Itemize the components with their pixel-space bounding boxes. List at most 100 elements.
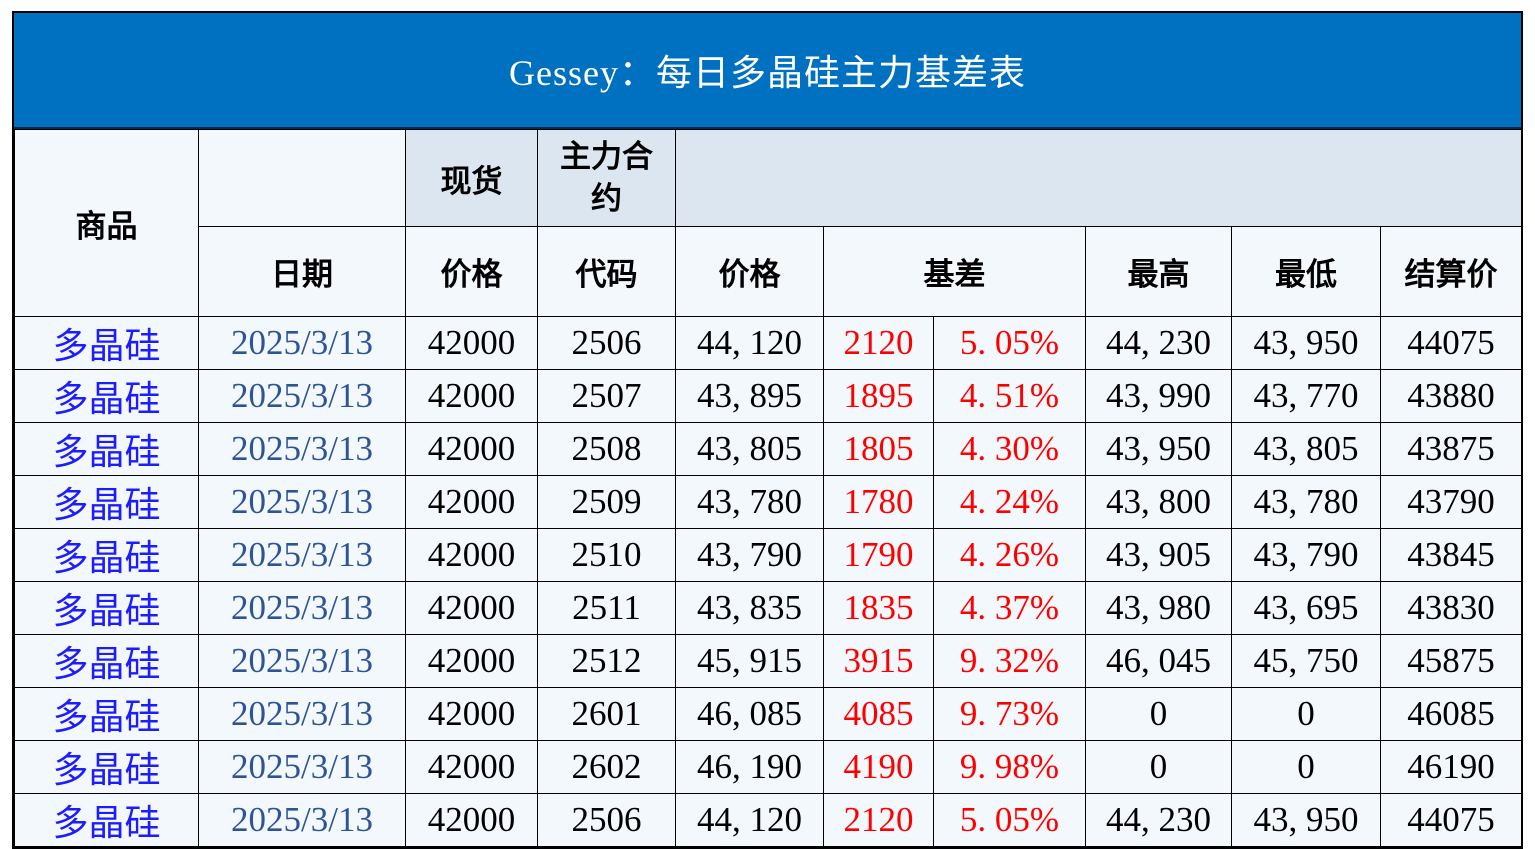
cell-spot-price: 42000 bbox=[405, 687, 538, 741]
cell-basis: 2120 bbox=[823, 793, 934, 847]
table-row: 多晶硅 2025/3/13 42000 2506 44, 120 2120 5.… bbox=[14, 316, 1523, 370]
cell-price: 43, 835 bbox=[675, 581, 824, 635]
cell-low: 43, 695 bbox=[1231, 581, 1381, 635]
cell-settlement: 43790 bbox=[1379, 475, 1523, 529]
cell-date: 2025/3/13 bbox=[198, 369, 406, 423]
cell-basis: 1835 bbox=[823, 581, 934, 635]
cell-commodity: 多晶硅 bbox=[14, 475, 199, 529]
table-row: 多晶硅 2025/3/13 42000 2507 43, 895 1895 4.… bbox=[14, 369, 1523, 423]
cell-code: 2512 bbox=[537, 634, 676, 688]
cell-spot-price: 42000 bbox=[405, 793, 538, 847]
cell-high: 43, 950 bbox=[1085, 422, 1232, 476]
cell-price: 44, 120 bbox=[675, 793, 824, 847]
cell-high: 43, 990 bbox=[1085, 369, 1232, 423]
cell-price: 43, 790 bbox=[675, 528, 824, 582]
cell-commodity: 多晶硅 bbox=[14, 369, 199, 423]
cell-low: 45, 750 bbox=[1231, 634, 1381, 688]
cell-settlement: 44075 bbox=[1379, 793, 1523, 847]
header-empty-cell bbox=[198, 129, 406, 227]
cell-settlement: 43830 bbox=[1379, 581, 1523, 635]
cell-code: 2506 bbox=[537, 316, 676, 370]
header-price: 价格 bbox=[675, 226, 824, 317]
cell-basis-pct: 9. 98% bbox=[933, 740, 1086, 794]
header-settlement: 结算价 bbox=[1379, 226, 1523, 317]
cell-basis: 1895 bbox=[823, 369, 934, 423]
cell-spot-price: 42000 bbox=[405, 369, 538, 423]
header-main-contract-group: 主力合约 bbox=[537, 129, 676, 227]
cell-code: 2511 bbox=[537, 581, 676, 635]
cell-price: 44, 120 bbox=[675, 316, 824, 370]
cell-commodity: 多晶硅 bbox=[14, 740, 199, 794]
cell-code: 2509 bbox=[537, 475, 676, 529]
cell-date: 2025/3/13 bbox=[198, 793, 406, 847]
table-row: 多晶硅 2025/3/13 42000 2510 43, 790 1790 4.… bbox=[14, 528, 1523, 582]
cell-price: 43, 805 bbox=[675, 422, 824, 476]
cell-high: 44, 230 bbox=[1085, 316, 1232, 370]
table-row: 多晶硅 2025/3/13 42000 2512 45, 915 3915 9.… bbox=[14, 634, 1523, 688]
cell-settlement: 45875 bbox=[1379, 634, 1523, 688]
cell-code: 2510 bbox=[537, 528, 676, 582]
cell-high: 0 bbox=[1085, 687, 1232, 741]
cell-basis: 3915 bbox=[823, 634, 934, 688]
cell-basis: 4085 bbox=[823, 687, 934, 741]
cell-spot-price: 42000 bbox=[405, 740, 538, 794]
cell-basis: 1790 bbox=[823, 528, 934, 582]
cell-low: 43, 805 bbox=[1231, 422, 1381, 476]
header-low: 最低 bbox=[1231, 226, 1381, 317]
cell-date: 2025/3/13 bbox=[198, 634, 406, 688]
header-commodity: 商品 bbox=[14, 129, 199, 317]
cell-spot-price: 42000 bbox=[405, 581, 538, 635]
cell-code: 2602 bbox=[537, 740, 676, 794]
cell-basis: 2120 bbox=[823, 316, 934, 370]
cell-low: 43, 950 bbox=[1231, 316, 1381, 370]
header-high: 最高 bbox=[1085, 226, 1232, 317]
cell-basis-pct: 9. 73% bbox=[933, 687, 1086, 741]
cell-commodity: 多晶硅 bbox=[14, 528, 199, 582]
cell-spot-price: 42000 bbox=[405, 422, 538, 476]
cell-settlement: 43880 bbox=[1379, 369, 1523, 423]
cell-high: 43, 980 bbox=[1085, 581, 1232, 635]
cell-price: 46, 085 bbox=[675, 687, 824, 741]
cell-code: 2507 bbox=[537, 369, 676, 423]
cell-settlement: 43845 bbox=[1379, 528, 1523, 582]
cell-basis-pct: 9. 32% bbox=[933, 634, 1086, 688]
cell-low: 43, 780 bbox=[1231, 475, 1381, 529]
cell-spot-price: 42000 bbox=[405, 528, 538, 582]
cell-date: 2025/3/13 bbox=[198, 581, 406, 635]
cell-spot-price: 42000 bbox=[405, 475, 538, 529]
cell-commodity: 多晶硅 bbox=[14, 793, 199, 847]
cell-basis: 1805 bbox=[823, 422, 934, 476]
cell-price: 45, 915 bbox=[675, 634, 824, 688]
header-spot-price: 价格 bbox=[405, 226, 538, 317]
cell-price: 46, 190 bbox=[675, 740, 824, 794]
cell-commodity: 多晶硅 bbox=[14, 581, 199, 635]
cell-settlement: 44075 bbox=[1379, 316, 1523, 370]
cell-date: 2025/3/13 bbox=[198, 475, 406, 529]
cell-code: 2506 bbox=[537, 793, 676, 847]
cell-basis: 1780 bbox=[823, 475, 934, 529]
page-title: Gessey：每日多晶硅主力基差表 bbox=[509, 53, 1026, 93]
cell-basis-pct: 5. 05% bbox=[933, 316, 1086, 370]
cell-high: 0 bbox=[1085, 740, 1232, 794]
cell-basis-pct: 4. 37% bbox=[933, 581, 1086, 635]
table-row: 多晶硅 2025/3/13 42000 2511 43, 835 1835 4.… bbox=[14, 581, 1523, 635]
cell-high: 43, 800 bbox=[1085, 475, 1232, 529]
cell-price: 43, 780 bbox=[675, 475, 824, 529]
cell-date: 2025/3/13 bbox=[198, 422, 406, 476]
cell-basis-pct: 4. 30% bbox=[933, 422, 1086, 476]
cell-high: 43, 905 bbox=[1085, 528, 1232, 582]
header-code: 代码 bbox=[537, 226, 676, 317]
cell-commodity: 多晶硅 bbox=[14, 316, 199, 370]
cell-spot-price: 42000 bbox=[405, 634, 538, 688]
header-spot-group: 现货 bbox=[405, 129, 538, 227]
table-row: 多晶硅 2025/3/13 42000 2506 44, 120 2120 5.… bbox=[14, 793, 1523, 847]
cell-settlement: 46085 bbox=[1379, 687, 1523, 741]
cell-high: 44, 230 bbox=[1085, 793, 1232, 847]
cell-low: 0 bbox=[1231, 687, 1381, 741]
cell-low: 43, 790 bbox=[1231, 528, 1381, 582]
basis-table-container: Gessey：每日多晶硅主力基差表 商品 现货 主力合约 日期 价格 代码 价格 bbox=[12, 11, 1523, 849]
cell-low: 43, 950 bbox=[1231, 793, 1381, 847]
cell-code: 2601 bbox=[537, 687, 676, 741]
cell-basis: 4190 bbox=[823, 740, 934, 794]
cell-price: 43, 895 bbox=[675, 369, 824, 423]
